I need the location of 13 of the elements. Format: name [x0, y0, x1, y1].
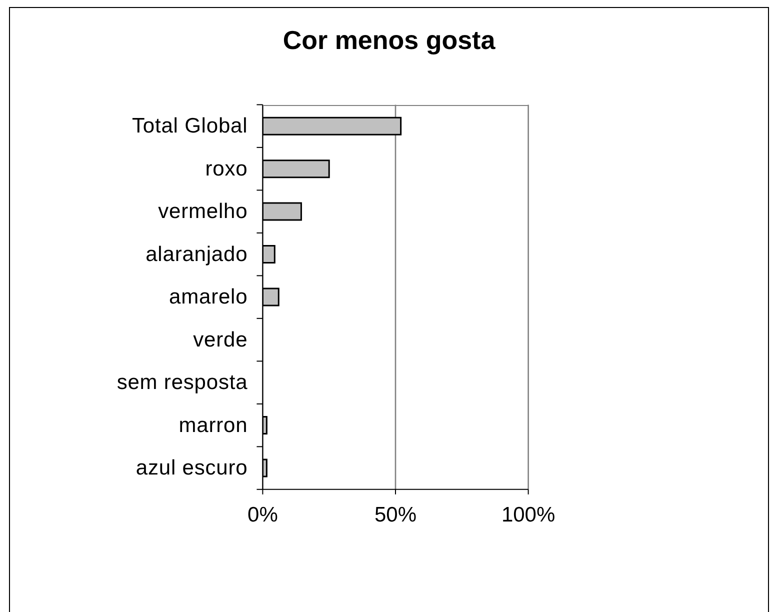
y-tick-label: Total Global [132, 114, 248, 138]
y-tick-label: verde [193, 328, 248, 352]
y-tick-label: alaranjado [146, 242, 248, 266]
y-tick-label: roxo [205, 157, 248, 180]
y-tick-label: sem resposta [116, 371, 248, 394]
x-tick-label: 100% [501, 503, 556, 526]
y-tick-label: marron [178, 414, 248, 437]
y-tick-label: amarelo [169, 286, 248, 309]
chart-title: Cor menos gosta [282, 25, 496, 56]
x-tick-label: 50% [374, 503, 417, 526]
y-tick-label: azul escuro [136, 456, 248, 480]
y-tick-label: vermelho [158, 200, 248, 224]
x-tick-label: 0% [248, 503, 278, 526]
